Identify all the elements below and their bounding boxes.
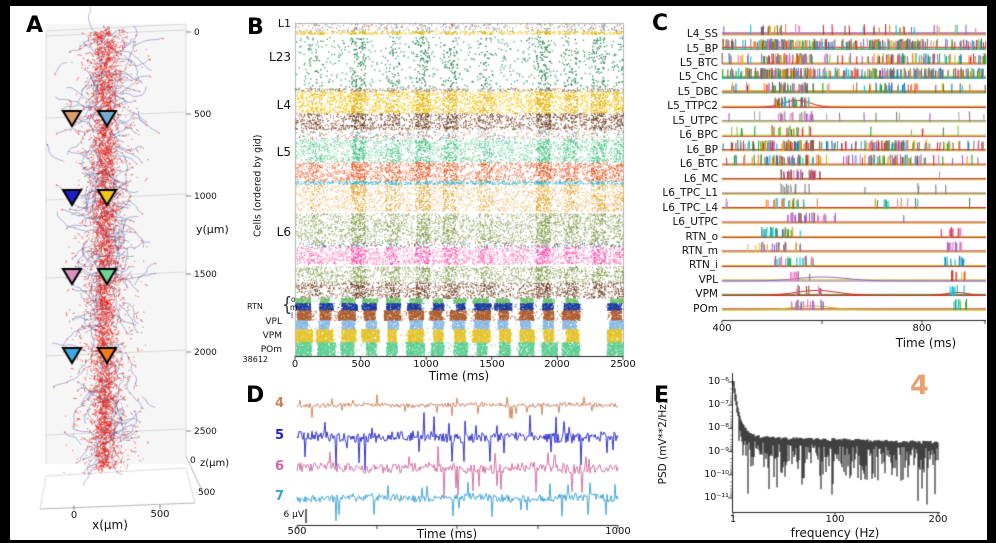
- b-xtick: 1500: [479, 359, 505, 370]
- c-row-label: L6_UTPC: [672, 216, 718, 228]
- e-xlabel: frequency (Hz): [790, 526, 880, 540]
- e-ytick: 10⁻¹⁰: [704, 469, 729, 480]
- a-ylabel: y(μm): [196, 223, 229, 236]
- b-xlabel: Time (ms): [428, 369, 490, 383]
- a-xtick: 500: [150, 509, 170, 520]
- e-ytick: 10⁻¹¹: [704, 492, 729, 503]
- a-ztick: 500: [198, 488, 216, 498]
- b-xtick: 500: [351, 359, 371, 370]
- c-row-label: L5_ChC: [678, 71, 718, 83]
- c-row-label: L6_BP: [686, 144, 718, 156]
- c-row-label: VPL: [698, 274, 718, 286]
- b-vpl-label: VPL: [265, 317, 282, 327]
- e-ytick: 10⁻⁹: [708, 446, 729, 457]
- d-xtick: 500: [287, 526, 307, 537]
- c-row-label: L6_MC: [683, 173, 718, 185]
- c-row-label: L6_BTC: [679, 158, 718, 170]
- c-xtick: 800: [912, 323, 932, 334]
- e-electrode-badge: 4: [910, 370, 929, 401]
- a-ytick: 1000: [194, 192, 217, 202]
- b-layer-l4: L4: [276, 98, 291, 112]
- a-ztick: 0: [190, 456, 196, 466]
- c-row-label: RTN_i: [689, 259, 718, 271]
- d-xlabel: Time (ms): [416, 527, 478, 541]
- e-xtick: 200: [928, 514, 948, 525]
- e-ytick: 10⁻⁷: [708, 399, 729, 410]
- lfp-trace-label: 5: [274, 428, 284, 443]
- b-layer-l1: L1: [277, 17, 291, 30]
- figure-canvas: [10, 6, 987, 540]
- lfp-trace-label: 6: [274, 459, 284, 474]
- b-xtick: 2000: [544, 359, 570, 370]
- d-scale-bar-label: 6 μV: [283, 510, 304, 520]
- lfp-trace-label: 7: [274, 489, 284, 504]
- figure: A 0 500 1000 y(μm) 1500 2000 2500 0 z(μm…: [10, 6, 987, 540]
- e-ytick: 10⁻⁸: [708, 422, 729, 433]
- panel-b-letter: B: [247, 15, 264, 40]
- b-xtick: 1000: [413, 359, 439, 370]
- a-ytick: 500: [194, 110, 212, 120]
- c-row-label: POm: [693, 303, 718, 315]
- c-row-label: L6_TPC_L4: [662, 202, 718, 214]
- a-xtick: 0: [70, 510, 78, 521]
- b-xtick: 2500: [610, 359, 636, 370]
- e-xtick: 100: [825, 514, 845, 525]
- b-layer-l5: L5: [276, 145, 291, 159]
- b-rtn-brace: {: [282, 293, 293, 316]
- c-row-label: RTN_o: [685, 231, 718, 243]
- c-row-label: L6_TPC_L1: [662, 187, 718, 199]
- c-row-label: L5_BTC: [679, 57, 718, 69]
- b-rtn-sub-o: o: [291, 295, 296, 304]
- e-ylabel: PSD (mV**2/Hz): [656, 400, 669, 485]
- a-xlabel: x(μm): [92, 518, 128, 532]
- e-xtick: 1: [729, 514, 737, 525]
- lfp-trace-label: 4: [274, 396, 284, 411]
- c-xtick: 400: [712, 323, 732, 334]
- d-xtick: 1000: [605, 526, 631, 537]
- a-ytick: 2500: [194, 427, 217, 437]
- c-row-label: L5_DBC: [677, 86, 718, 98]
- c-row-label: L4_SS: [686, 28, 718, 40]
- b-rtn-sub-i: i: [291, 311, 294, 320]
- e-ytick: 10⁻⁶: [708, 376, 729, 387]
- a-ytick: 0: [194, 28, 200, 38]
- a-ytick: 2000: [194, 348, 217, 358]
- b-vpm-label: VPM: [262, 331, 282, 341]
- c-row-label: RTN_m: [681, 245, 718, 257]
- b-rtn-sub-m: m: [290, 303, 298, 312]
- a-zlabel: z(μm): [200, 458, 230, 469]
- c-row-label: L5_TTPC2: [667, 100, 718, 112]
- panel-c-letter: C: [652, 11, 669, 36]
- panel-d-letter: D: [246, 383, 265, 408]
- c-row-label: L5_UTPC: [672, 115, 718, 127]
- b-ylabel: Cells (ordered by gid): [252, 134, 264, 238]
- b-rtn-label: RTN: [247, 302, 263, 311]
- b-layer-l6: L6: [276, 225, 291, 239]
- b-pom-label: POm: [260, 345, 282, 355]
- panel-a-letter: A: [26, 13, 44, 38]
- c-xlabel: Time (ms): [895, 336, 957, 350]
- b-layer-l23: L23: [269, 50, 291, 64]
- a-ytick: 1500: [194, 270, 217, 280]
- c-row-label: VPM: [695, 288, 718, 300]
- panel-e-letter: E: [654, 383, 670, 408]
- c-row-label: L5_BP: [686, 43, 718, 55]
- b-gid-count: 38612: [242, 355, 268, 364]
- b-xtick: 0: [291, 359, 299, 370]
- c-row-label: L6_BPC: [679, 129, 718, 141]
